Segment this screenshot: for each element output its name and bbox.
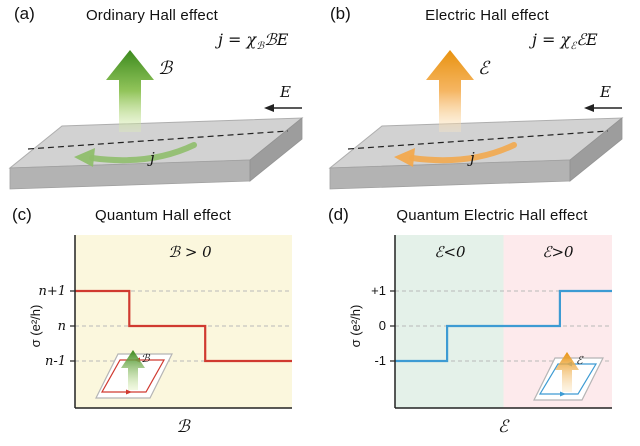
ytick-label-0: 0	[379, 318, 386, 333]
panel-b-title: Electric Hall effect	[425, 7, 549, 24]
inset-field-label: ℰ	[576, 354, 584, 367]
panel-d-label: (d)	[328, 205, 349, 224]
eq-fields: ℰE	[576, 30, 598, 49]
efield-arrow	[264, 104, 302, 112]
y-axis-label: σ (e²/h)	[28, 305, 43, 348]
ytick-label-n-plus-1: n+1	[38, 284, 66, 299]
slab-midline-dashed	[347, 130, 609, 150]
panel-d: (d) Quantum Electric Hall effect	[320, 200, 640, 446]
field-arrow-electric	[426, 50, 474, 132]
ytick-label-minus-1: -1	[374, 353, 386, 368]
panel-b-graphic: j ℰ E	[328, 50, 624, 190]
panel-a-title: Ordinary Hall effect	[85, 7, 219, 24]
inset-sample-qhe: ℬ	[95, 350, 173, 399]
panel-a-graphic: j ℬ E	[8, 50, 304, 190]
panel-c-label: (c)	[12, 205, 32, 224]
current-label: j	[467, 149, 475, 167]
eq-chi: χ	[560, 30, 571, 49]
eq-equals: =	[536, 30, 561, 49]
qehe-staircase-line	[395, 289, 612, 363]
panel-d-title: Quantum Electric Hall effect	[396, 207, 588, 224]
panel-b: (b) Electric Hall effect j = χℰℰE j	[320, 0, 640, 200]
current-label: j	[147, 149, 155, 167]
eq-chi-subscript: ℬ	[256, 41, 265, 53]
eq-current: j	[218, 30, 223, 49]
field-arrow-label: ℰ	[478, 58, 491, 79]
panel-a-label: (a)	[14, 4, 35, 23]
region-label-e-negative: ℰ<0	[434, 243, 466, 261]
axes	[394, 235, 612, 409]
panel-b-label: (b)	[330, 4, 351, 23]
eq-fields: ℬE	[264, 30, 289, 49]
efield-arrow	[584, 104, 622, 112]
inset-field-arrow	[121, 350, 145, 390]
axes	[74, 235, 292, 409]
inset-field-arrow	[555, 352, 579, 392]
efield-label: E	[599, 83, 611, 101]
region-label-e-positive: ℰ>0	[542, 243, 574, 261]
sample-slab	[328, 117, 624, 190]
y-axis-label: σ (e²/h)	[348, 305, 363, 348]
inset-sample-qehe: ℰ	[533, 352, 604, 401]
ytick-label-n-minus-1: n-1	[45, 354, 66, 369]
surface-current-arrow	[394, 142, 517, 167]
region-label-b-positive: ℬ > 0	[168, 243, 212, 261]
field-arrow-magnetic	[106, 50, 154, 132]
plot-area-e-negative	[395, 235, 504, 408]
slab-midline-dashed	[27, 130, 289, 150]
panel-a: (a) Ordinary Hall effect j = χℬℬE j	[0, 0, 320, 200]
ytick-label-n: n	[58, 319, 66, 334]
panel-b-equation: j = χℰℰE	[532, 30, 598, 52]
efield-label: E	[279, 83, 291, 101]
panel-d-plot: ℰ +1 0 -1 ℰ<0 ℰ>0 σ (e²/h) ℰ	[348, 235, 612, 437]
ytick-label-plus-1: +1	[371, 283, 386, 298]
qhe-staircase-line	[75, 289, 292, 363]
y-ticks	[70, 290, 75, 362]
field-arrow-label: ℬ	[158, 58, 174, 79]
inset-field-label: ℬ	[141, 352, 151, 365]
y-ticks	[390, 290, 395, 362]
surface-current-arrow	[74, 142, 197, 167]
sample-slab	[8, 117, 304, 190]
x-axis-label: ℰ	[498, 417, 510, 437]
eq-chi: χ	[246, 30, 257, 49]
eq-equals: =	[222, 30, 247, 49]
panel-c-title: Quantum Hall effect	[94, 207, 232, 224]
eq-chi-subscript: ℰ	[570, 41, 577, 53]
panel-c-plot: ℬ n+1 n n-1 ℬ > 0 σ (e²/h) ℬ	[28, 235, 292, 437]
panel-a-equation: j = χℬℬE	[218, 30, 288, 52]
panel-c: (c) Quantum Hall effect ℬ	[0, 200, 320, 446]
x-axis-label: ℬ	[176, 417, 191, 437]
eq-current: j	[532, 30, 537, 49]
